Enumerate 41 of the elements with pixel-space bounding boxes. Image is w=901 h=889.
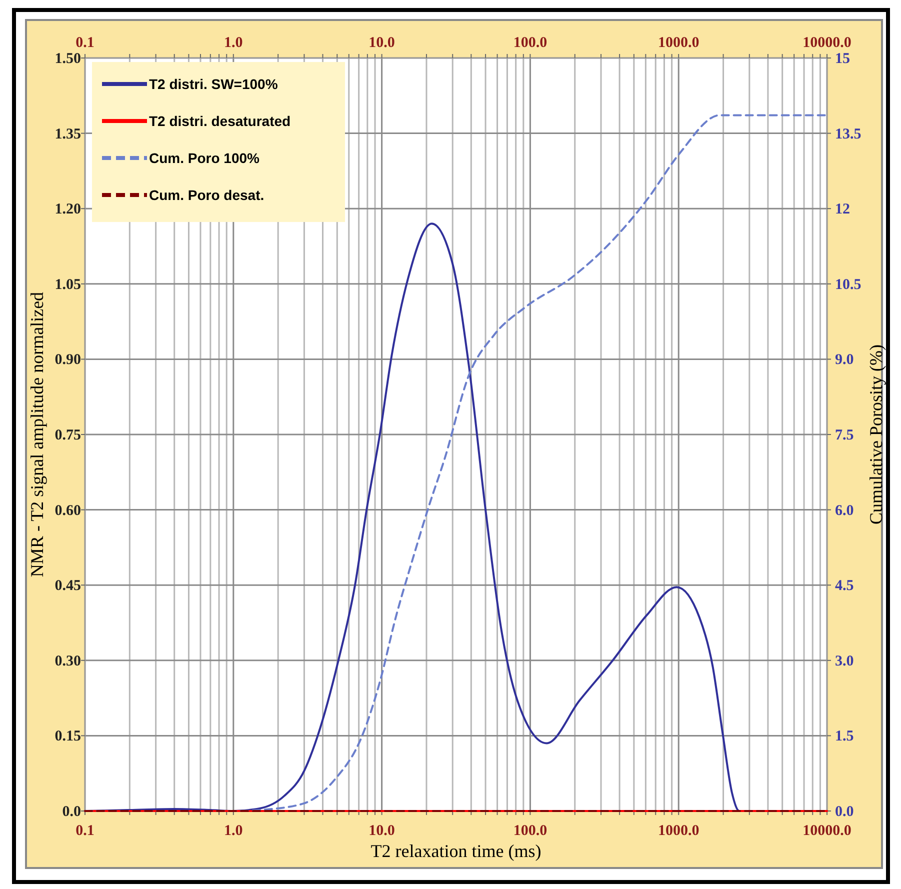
- y-tick-label: 1.05: [54, 276, 81, 293]
- y-tick-label: 0.90: [54, 352, 81, 368]
- legend-label: T2 distri. SW=100%: [149, 76, 278, 92]
- text: 1000.0: [658, 823, 700, 839]
- x-tick-label: 1000.0: [658, 35, 700, 51]
- y-tick-label: 0.15: [54, 728, 81, 745]
- y-axis-title: NMR - T2 signal amplitude normalized: [27, 292, 47, 578]
- x-tick-label: 10000.0: [802, 35, 852, 51]
- y2-tick-label: 13.5: [835, 126, 862, 142]
- y-tick-label: 0.0: [62, 804, 81, 820]
- y-tick-label: 1.35: [54, 126, 81, 142]
- y2-tick-label: 6.0: [835, 502, 854, 519]
- y2-tick-label: 15: [835, 51, 850, 67]
- y2-tick-label: 3.0: [835, 653, 854, 670]
- text: 10.0: [368, 823, 395, 839]
- x-axis-title: T2 relaxation time (ms): [370, 841, 542, 861]
- y-tick-label: 0.45: [54, 578, 81, 594]
- x-tick-label: 0.1: [76, 35, 94, 51]
- y-tick-label: 0.30: [54, 653, 81, 670]
- y2-tick-label: 12: [835, 202, 850, 218]
- y2-axis-title: Cumulative Porosity (%): [866, 344, 886, 524]
- x-tick-label: 100.0: [513, 35, 548, 51]
- text: 0.1: [76, 823, 94, 839]
- x-tick-label: 10.0: [368, 35, 395, 51]
- y-tick-label: 1.50: [54, 51, 81, 67]
- y-tick-label: 1.20: [54, 202, 81, 218]
- y2-tick-label: 9.0: [835, 352, 854, 368]
- y2-tick-label: 0.0: [835, 804, 854, 820]
- y2-tick-label: 7.5: [835, 428, 854, 444]
- y2-tick-label: 4.5: [835, 578, 854, 594]
- text: 100.0: [513, 823, 548, 839]
- x-tick-label: 1.0: [224, 35, 243, 51]
- legend-label: Cum. Poro desat.: [149, 187, 264, 203]
- y-tick-label: 0.75: [54, 428, 81, 444]
- legend-label: T2 distri. desaturated: [149, 113, 291, 129]
- legend-label: Cum. Poro 100%: [149, 150, 260, 166]
- text: 10000.0: [802, 823, 852, 839]
- text: 1.0: [224, 823, 243, 839]
- y2-tick-label: 10.5: [835, 276, 862, 293]
- y-tick-label: 0.60: [54, 502, 81, 519]
- y2-tick-label: 1.5: [835, 728, 854, 745]
